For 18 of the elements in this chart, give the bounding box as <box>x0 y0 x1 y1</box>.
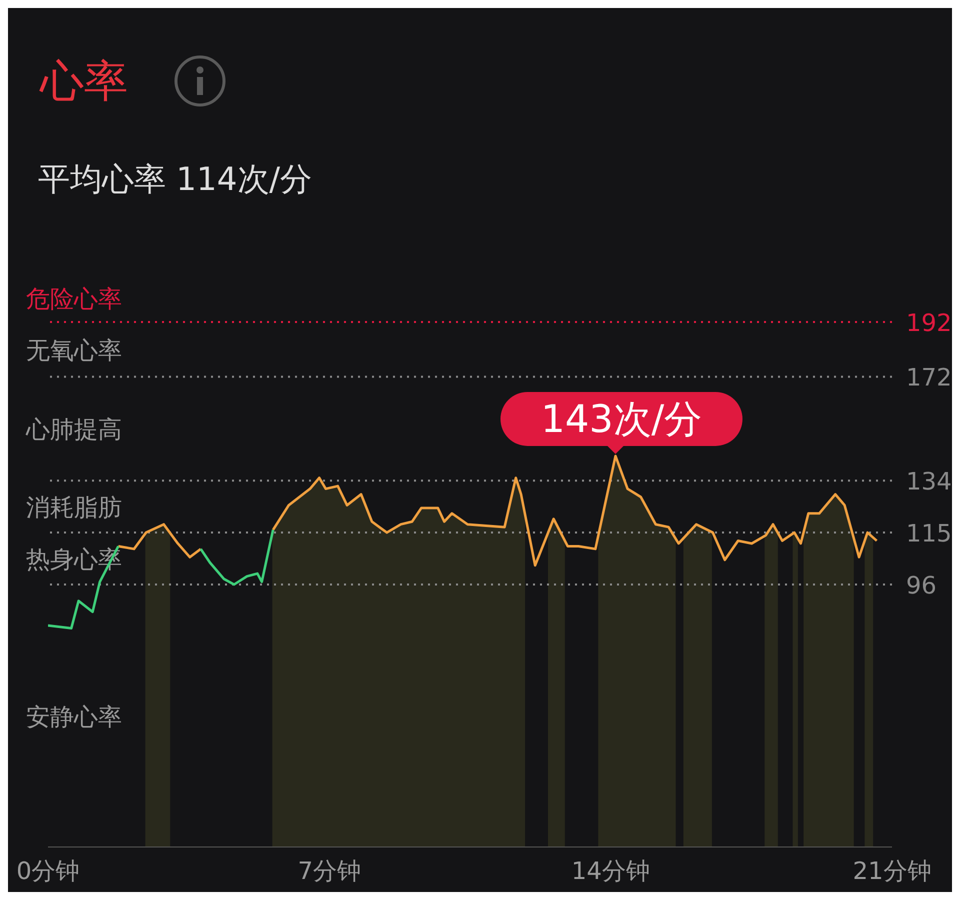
callout-bubble: 143次/分 <box>500 392 742 454</box>
chart-subtitle: 平均心率 114次/分 <box>38 159 312 200</box>
x-tick-label: 0分钟 <box>16 857 80 885</box>
ref-line-label: 消耗脂肪 <box>26 494 122 522</box>
x-tick-label: 7分钟 <box>298 857 361 885</box>
y-tick-label: 192 <box>906 309 952 337</box>
x-tick-label: 14分钟 <box>571 857 650 885</box>
y-tick-label: 115 <box>906 520 952 548</box>
y-tick-label: 134 <box>906 468 952 496</box>
ref-line-label: 危险心率 <box>26 285 122 313</box>
ref-line-label: 心肺提高 <box>25 416 122 444</box>
chart-title: 心率 <box>40 55 128 109</box>
x-tick-label: 21分钟 <box>852 857 932 885</box>
y-tick-label: 96 <box>906 572 937 600</box>
annotation: 安静心率 <box>26 702 122 731</box>
ref-line-label: 无氧心率 <box>26 336 122 364</box>
annotation: 143次/分 <box>540 396 702 441</box>
y-tick-label: 172 <box>906 364 952 392</box>
